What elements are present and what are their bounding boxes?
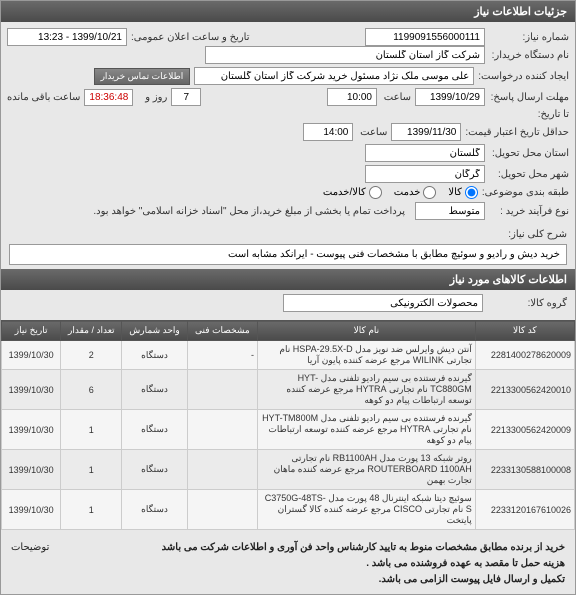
cell-date: 1399/10/30 [2, 341, 61, 370]
budget-radio-group: کالا خدمت کالا/خدمت [323, 186, 478, 199]
creator-field [194, 67, 474, 85]
cell-name: گیرنده فرستنده بی سیم رادیو تلفنی مدل HY… [258, 410, 476, 450]
cell-qty: 6 [61, 370, 122, 410]
th-code: کد کالا [475, 321, 574, 341]
table-row[interactable]: 2213300562420009گیرنده فرستنده بی سیم را… [2, 410, 575, 450]
process-note: پرداخت تمام یا بخشی از مبلغ خرید،از محل … [87, 206, 411, 217]
cell-unit: دستگاه [122, 370, 187, 410]
time-label-2: ساعت [357, 127, 387, 138]
cell-date: 1399/10/30 [2, 490, 61, 530]
deadline-date-field [415, 88, 485, 106]
province-label: استان محل تحویل: [489, 148, 569, 159]
cell-code: 2281400278620009 [475, 341, 574, 370]
cell-date: 1399/10/30 [2, 410, 61, 450]
th-date: تاریخ نیاز [2, 321, 61, 341]
cell-unit: دستگاه [122, 410, 187, 450]
need-details-panel: جزئیات اطلاعات نیاز شماره نیاز: تاریخ و … [0, 0, 576, 595]
table-row[interactable]: 2233120167610026سوئیچ دیتا شبکه اینترنال… [2, 490, 575, 530]
cell-code: 2213300562420010 [475, 370, 574, 410]
th-unit: واحد شمارش [122, 321, 187, 341]
budget-label: طبقه بندی موضوعی: [482, 187, 569, 198]
process-label: نوع فرآیند خرید : [489, 206, 569, 217]
cell-code: 2233130588100008 [475, 450, 574, 490]
buyer-org-label: نام دستگاه خریدار: [489, 50, 569, 61]
cell-unit: دستگاه [122, 341, 187, 370]
cell-name: گیرنده فرستنده بی سیم رادیو تلفنی مدل HY… [258, 370, 476, 410]
pub-date-field [7, 28, 127, 46]
group-label: گروه کالا: [487, 298, 567, 309]
cell-spec [187, 370, 257, 410]
group-field [283, 294, 483, 312]
desc-box: خرید دیش و رادیو و سوئیچ مطابق با مشخصات… [9, 244, 567, 265]
notes-label: توضیحات [11, 540, 49, 556]
deadline-time-field [327, 88, 377, 106]
th-qty: تعداد / مقدار [61, 321, 122, 341]
panel-header-1: جزئیات اطلاعات نیاز [1, 1, 575, 22]
footer-note: توضیحات خرید از برنده مطابق مشخصات منوط … [1, 534, 575, 594]
footer-line-2: هزینه حمل تا مقصد به عهده فروشنده می باش… [11, 556, 565, 572]
buyer-org-field [205, 46, 485, 64]
days-label: روز و [137, 92, 167, 103]
table-row[interactable]: 2233130588100008روتر شبکه 13 پورت مدل RB… [2, 450, 575, 490]
cell-qty: 1 [61, 490, 122, 530]
credit-date-field [391, 123, 461, 141]
pub-date-label: تاریخ و ساعت اعلان عمومی: [131, 32, 250, 43]
need-no-label: شماره نیاز: [489, 32, 569, 43]
th-name: نام کالا [258, 321, 476, 341]
cell-unit: دستگاه [122, 450, 187, 490]
cell-code: 2233120167610026 [475, 490, 574, 530]
city-field [365, 165, 485, 183]
cell-date: 1399/10/30 [2, 450, 61, 490]
cell-spec: - [187, 341, 257, 370]
days-field [171, 88, 201, 106]
desc-label: شرح کلی نیاز: [487, 229, 567, 240]
cell-spec [187, 450, 257, 490]
footer-line-1: خرید از برنده مطابق مشخصات منوط به تایید… [11, 540, 565, 556]
radio-service[interactable]: خدمت [394, 186, 437, 199]
cell-qty: 1 [61, 410, 122, 450]
radio-both[interactable]: کالا/خدمت [323, 186, 382, 199]
credit-deadline-label: حداقل تاریخ اعتبار قیمت: [465, 127, 569, 138]
cell-unit: دستگاه [122, 490, 187, 530]
cell-code: 2213300562420009 [475, 410, 574, 450]
time-label-1: ساعت [381, 92, 411, 103]
deadline-label: مهلت ارسال پاسخ: [489, 92, 569, 103]
cell-qty: 2 [61, 341, 122, 370]
cell-qty: 1 [61, 450, 122, 490]
creator-label: ایجاد کننده درخواست: [478, 71, 569, 82]
table-row[interactable]: 2281400278620009آنتن دیش وایرلس ضد نویز … [2, 341, 575, 370]
th-spec: مشخصات فنی [187, 321, 257, 341]
city-label: شهر محل تحویل: [489, 169, 569, 180]
cell-spec [187, 490, 257, 530]
remain-label: ساعت باقی مانده [7, 92, 80, 103]
contact-button[interactable]: اطلاعات تماس خریدار [94, 68, 191, 85]
price-until-label: تا تاریخ: [489, 109, 569, 120]
province-field [365, 144, 485, 162]
cell-spec [187, 410, 257, 450]
cell-name: آنتن دیش وایرلس ضد نویز مدل HSPA-29.5X-D… [258, 341, 476, 370]
credit-time-field [303, 123, 353, 141]
table-row[interactable]: 2213300562420010گیرنده فرستنده بی سیم را… [2, 370, 575, 410]
cell-name: روتر شبکه 13 پورت مدل RB1100AH نام تجارت… [258, 450, 476, 490]
items-table: کد کالا نام کالا مشخصات فنی واحد شمارش ت… [1, 320, 575, 530]
cell-date: 1399/10/30 [2, 370, 61, 410]
items-table-container: کد کالا نام کالا مشخصات فنی واحد شمارش ت… [1, 320, 575, 530]
footer-line-3: تکمیل و ارسال فایل پیوست الزامی می باشد. [11, 572, 565, 588]
form-area: شماره نیاز: تاریخ و ساعت اعلان عمومی: نا… [1, 22, 575, 229]
radio-goods[interactable]: کالا [448, 186, 478, 199]
need-no-field [365, 28, 485, 46]
panel-header-2: اطلاعات کالاهای مورد نیاز [1, 269, 575, 290]
cell-name: سوئیچ دیتا شبکه اینترنال 48 پورت مدل C37… [258, 490, 476, 530]
process-field [415, 202, 485, 220]
countdown: 18:36:48 [84, 89, 133, 106]
